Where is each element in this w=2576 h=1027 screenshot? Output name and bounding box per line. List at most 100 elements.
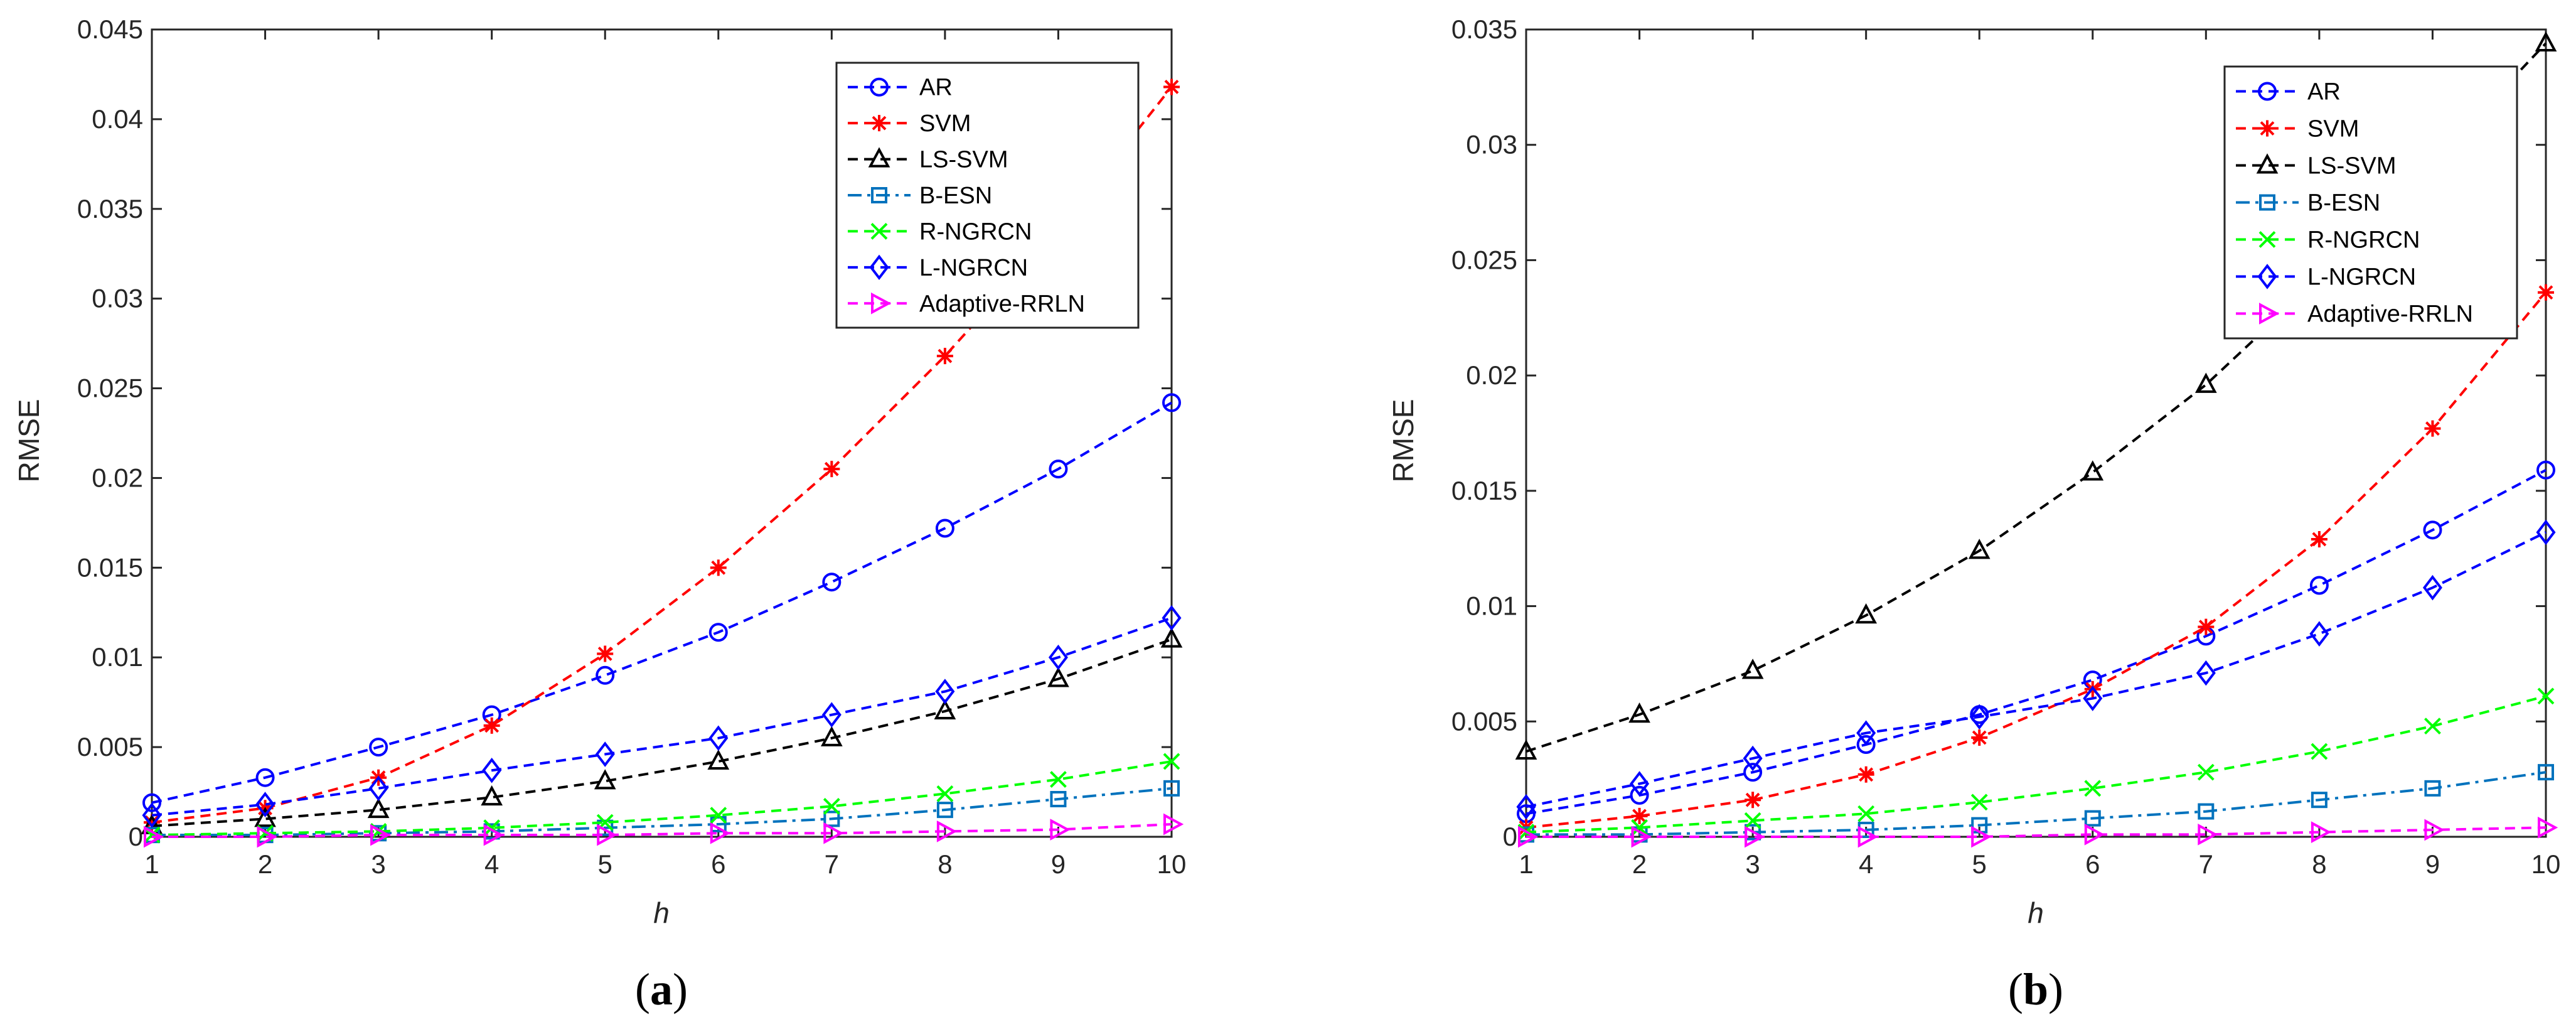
- panel-a-xlabel: h: [653, 896, 670, 929]
- panel-a-point-ar-3: [369, 738, 388, 757]
- panel-a-ytick-label-0: 0: [129, 822, 143, 851]
- panel-b-xtick-label-7: 7: [2199, 849, 2213, 879]
- panel-b-legend-marker-b-esn: [2259, 194, 2275, 211]
- panel-a-point-adaptive-rrln-1: [144, 825, 164, 848]
- panel-a-point-ar-5: [596, 665, 615, 685]
- panel-a-point-svm-10: [1163, 78, 1180, 95]
- panel-b-series-line-adaptive-rrln: [1526, 826, 2547, 838]
- panel-b-point-r-ngrcn-10: [2537, 687, 2555, 705]
- panel-a-series-ls-svm: [141, 627, 1183, 834]
- panel-a-xtick-label-8: 8: [938, 849, 952, 879]
- panel-b-series-line-l-ngrcn: [1526, 531, 2547, 809]
- panel-b-point-ls-svm-4: [1855, 603, 1878, 624]
- panel-b-ytick-label-4: 0.02: [1466, 360, 1517, 390]
- panel-b-xtick-label-6: 6: [2085, 849, 2100, 879]
- panel-a-point-svm-5: [597, 645, 614, 662]
- panel-b-legend-label-ar: AR: [2307, 79, 2341, 105]
- panel-b-xtick-label-4: 4: [1859, 849, 1873, 879]
- panel-b-point-ls-svm-7: [2194, 372, 2217, 393]
- panel-a-point-adaptive-rrln-6: [710, 822, 730, 844]
- panel-b-point-b-esn-10: [2538, 764, 2554, 781]
- panel-b-point-ar-9: [2423, 520, 2442, 540]
- panel-a-point-l-ngrcn-6: [708, 725, 729, 751]
- panel-b-series-line-ar: [1526, 469, 2547, 815]
- panel-b-point-ls-svm-5: [1968, 539, 1991, 559]
- panel-b-point-r-ngrcn-7: [2197, 763, 2215, 781]
- panel-b-point-svm-9: [2424, 420, 2441, 437]
- panel-a-point-l-ngrcn-10: [1162, 605, 1182, 631]
- panel-b-point-svm-7: [2198, 618, 2215, 635]
- panel-a-point-ls-svm-2: [254, 807, 276, 827]
- panel-a-point-adaptive-rrln-2: [257, 825, 277, 848]
- panel-b-legend-label-ls-svm: LS-SVM: [2307, 153, 2396, 180]
- panel-b-caption: (b): [2008, 964, 2063, 1014]
- panel-a-xtick-label-2: 2: [258, 849, 272, 879]
- panel-b-point-r-ngrcn-2: [1631, 819, 1648, 836]
- panel-a-point-svm-6: [710, 559, 727, 576]
- panel-b-legend-label-l-ngrcn: L-NGRCN: [2307, 264, 2416, 291]
- panel-b-point-b-esn-6: [2084, 810, 2101, 827]
- panel-b-point-r-ngrcn-6: [2084, 780, 2102, 797]
- panel-a-legend-label-l-ngrcn: L-NGRCN: [919, 255, 1028, 281]
- panel-a-ytick-label-9: 0.045: [77, 14, 143, 44]
- panel-b-point-l-ngrcn-4: [1856, 720, 1876, 746]
- panel-a-point-svm-1: [144, 814, 160, 831]
- panel-a-point-adaptive-rrln-4: [483, 824, 504, 846]
- panel-b-ylabel: RMSE: [1387, 399, 1419, 483]
- panel-a-point-l-ngrcn-3: [368, 775, 388, 802]
- panel-b-point-adaptive-rrln-4: [1857, 825, 1878, 848]
- panel-a-xtick-label-3: 3: [371, 849, 385, 879]
- panel-a-legend-label-svm: SVM: [919, 110, 971, 137]
- panel-a-point-ls-svm-3: [367, 797, 390, 819]
- panel-b-point-l-ngrcn-7: [2196, 660, 2216, 686]
- panel-b-point-r-ngrcn-4: [1857, 805, 1875, 822]
- panel-b-legend-label-b-esn: B-ESN: [2307, 190, 2380, 217]
- panel-b-point-r-ngrcn-9: [2424, 718, 2441, 735]
- panel-a-xtick-label-10: 10: [1157, 849, 1187, 879]
- panel-b-point-adaptive-rrln-6: [2084, 823, 2105, 846]
- panel-b-point-b-esn-9: [2424, 780, 2441, 797]
- panel-a-legend-marker-b-esn: [871, 187, 887, 203]
- panel-b-point-ar-2: [1630, 785, 1649, 805]
- panel-a-series-line-ar: [151, 401, 1173, 804]
- panel-b-point-l-ngrcn-8: [2309, 621, 2329, 647]
- panel-a-point-b-esn-8: [936, 802, 953, 819]
- panel-b-point-l-ngrcn-5: [1969, 704, 1989, 730]
- panel-a-legend-label-r-ngrcn: R-NGRCN: [919, 218, 1032, 245]
- panel-b-ytick-label-0: 0: [1503, 822, 1517, 851]
- panel-a-point-ar-8: [935, 519, 954, 538]
- panel-b-point-ls-svm-2: [1628, 702, 1650, 723]
- panel-b-point-adaptive-rrln-7: [2198, 823, 2218, 846]
- panel-a-legend-label-b-esn: B-ESN: [919, 183, 992, 209]
- panel-b-point-ar-10: [2536, 460, 2555, 480]
- panel-b-point-ar-4: [1856, 735, 1876, 755]
- panel-a-point-ls-svm-8: [934, 699, 956, 719]
- panel-b-point-adaptive-rrln-5: [1971, 825, 1992, 848]
- panel-a-point-ar-2: [255, 768, 275, 787]
- panel-a-xtick-label-1: 1: [144, 849, 159, 879]
- panel-b-legend-marker-l-ngrcn: [2257, 264, 2277, 289]
- panel-b-point-r-ngrcn-3: [1744, 812, 1761, 829]
- panel-b-point-adaptive-rrln-1: [1518, 825, 1539, 848]
- panel-b-point-b-esn-8: [2311, 792, 2327, 809]
- panel-a-series-adaptive-rrln: [144, 813, 1184, 848]
- panel-a-ylabel: RMSE: [13, 399, 45, 483]
- panel-b-ytick-label-2: 0.01: [1466, 591, 1517, 621]
- panel-a-legend-label-ls-svm: LS-SVM: [919, 147, 1008, 173]
- panel-a-legend-marker-ar: [870, 77, 889, 97]
- panel-a-legend-marker-l-ngrcn: [869, 254, 889, 281]
- panel-a-xtick-label-7: 7: [825, 849, 839, 879]
- panel-a-point-l-ngrcn-7: [821, 702, 842, 728]
- panel-b-ytick-label-5: 0.025: [1451, 245, 1517, 274]
- panel-b-point-l-ngrcn-10: [2536, 519, 2556, 546]
- panel-a-xtick-label-9: 9: [1051, 849, 1066, 879]
- panel-a-ytick-label-7: 0.035: [77, 194, 143, 223]
- panel-a-point-ls-svm-4: [481, 785, 503, 806]
- panel-a-series-l-ngrcn: [142, 605, 1182, 828]
- panel-a-ytick-label-5: 0.025: [77, 374, 143, 403]
- panel-b-point-l-ngrcn-3: [1743, 745, 1763, 772]
- panel-a-ytick-label-4: 0.02: [92, 463, 143, 492]
- panel-a-ytick-label-1: 0.005: [77, 732, 143, 761]
- panel-b-point-ls-svm-1: [1515, 739, 1537, 760]
